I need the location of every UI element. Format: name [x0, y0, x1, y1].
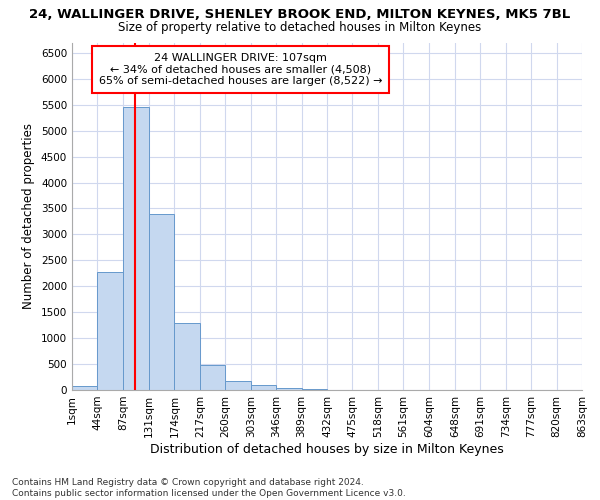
Y-axis label: Number of detached properties: Number of detached properties: [22, 123, 35, 309]
Bar: [276, 388, 302, 390]
Text: 24 WALLINGER DRIVE: 107sqm
← 34% of detached houses are smaller (4,508)
65% of s: 24 WALLINGER DRIVE: 107sqm ← 34% of deta…: [98, 53, 382, 86]
Text: Size of property relative to detached houses in Milton Keynes: Size of property relative to detached ho…: [118, 21, 482, 34]
Text: Contains HM Land Registry data © Crown copyright and database right 2024.
Contai: Contains HM Land Registry data © Crown c…: [12, 478, 406, 498]
Bar: [72, 386, 97, 390]
Bar: [251, 385, 276, 390]
Bar: [97, 272, 123, 390]
Bar: [149, 214, 175, 390]
Bar: [200, 366, 225, 390]
X-axis label: Distribution of detached houses by size in Milton Keynes: Distribution of detached houses by size …: [150, 442, 504, 456]
Bar: [225, 381, 251, 390]
Bar: [175, 322, 200, 390]
Bar: [123, 108, 149, 390]
Text: 24, WALLINGER DRIVE, SHENLEY BROOK END, MILTON KEYNES, MK5 7BL: 24, WALLINGER DRIVE, SHENLEY BROOK END, …: [29, 8, 571, 20]
